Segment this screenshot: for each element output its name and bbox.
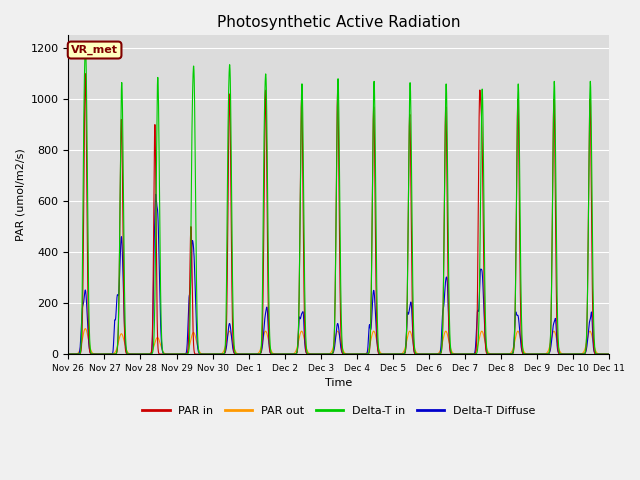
- Delta-T Diffuse: [491, 351, 499, 357]
- Delta-T in: [65, 351, 72, 357]
- Text: VR_met: VR_met: [71, 45, 118, 55]
- Delta-T in: [81, 44, 89, 49]
- PAR in: [430, 351, 438, 357]
- Delta-T Diffuse: [460, 351, 468, 357]
- Delta-T Diffuse: [605, 351, 612, 357]
- PAR out: [162, 351, 170, 357]
- PAR out: [430, 351, 438, 357]
- X-axis label: Time: Time: [325, 378, 353, 388]
- Delta-T Diffuse: [65, 351, 72, 357]
- Delta-T in: [319, 351, 326, 357]
- PAR in: [605, 351, 612, 357]
- Y-axis label: PAR (umol/m2/s): PAR (umol/m2/s): [15, 148, 25, 241]
- PAR out: [65, 351, 72, 357]
- Title: Photosynthetic Active Radiation: Photosynthetic Active Radiation: [217, 15, 461, 30]
- PAR in: [319, 351, 326, 357]
- PAR out: [319, 351, 326, 357]
- Delta-T Diffuse: [162, 351, 170, 357]
- PAR in: [65, 351, 72, 357]
- PAR out: [460, 351, 468, 357]
- PAR in: [491, 351, 499, 357]
- Delta-T Diffuse: [430, 351, 438, 357]
- Delta-T Diffuse: [319, 351, 326, 357]
- Delta-T Diffuse: [605, 351, 613, 357]
- Delta-T in: [430, 351, 438, 357]
- PAR in: [460, 351, 468, 357]
- Delta-T Diffuse: [152, 192, 159, 197]
- PAR out: [605, 351, 612, 357]
- Legend: PAR in, PAR out, Delta-T in, Delta-T Diffuse: PAR in, PAR out, Delta-T in, Delta-T Dif…: [138, 401, 540, 420]
- PAR in: [162, 351, 170, 357]
- PAR in: [81, 71, 89, 77]
- PAR in: [605, 351, 613, 357]
- PAR out: [605, 351, 613, 357]
- PAR in: [169, 351, 177, 357]
- Delta-T in: [605, 351, 612, 357]
- Delta-T in: [162, 351, 170, 357]
- Delta-T in: [460, 351, 468, 357]
- Delta-T in: [491, 351, 499, 357]
- Line: PAR in: PAR in: [68, 74, 609, 354]
- Line: Delta-T Diffuse: Delta-T Diffuse: [68, 194, 609, 354]
- PAR out: [491, 351, 499, 357]
- Line: PAR out: PAR out: [68, 329, 609, 354]
- PAR out: [81, 326, 89, 332]
- Delta-T in: [605, 351, 613, 357]
- Line: Delta-T in: Delta-T in: [68, 47, 609, 354]
